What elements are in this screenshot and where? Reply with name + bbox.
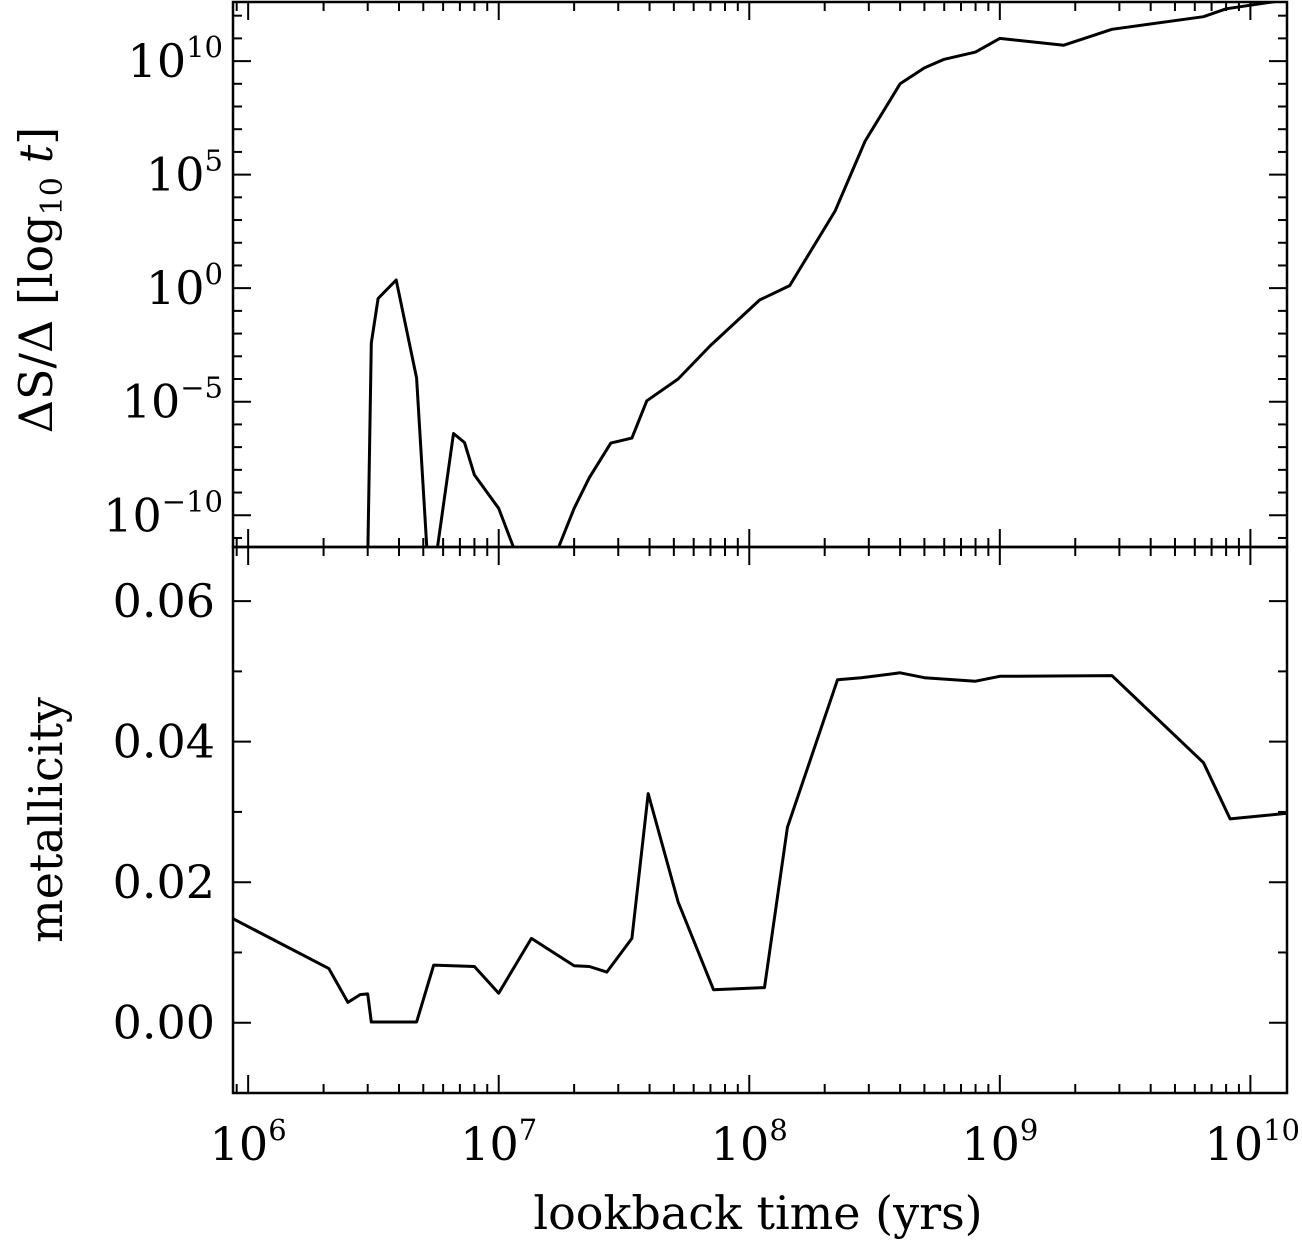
top-y-tick-label: 105 — [146, 144, 223, 202]
metallicity-line — [233, 671, 1287, 1024]
x-axis-title: lookback time (yrs) — [533, 1186, 982, 1240]
x-tick-label: 108 — [711, 1113, 788, 1171]
top-y-tick-labels: 10−10 10−5 100 105 1010 — [103, 30, 223, 542]
top-series-segment-3 — [557, 2, 1283, 547]
top-series-segment-1 — [366, 278, 429, 547]
top-series-segment-2 — [436, 432, 515, 547]
bottom-y-tick-label: 0.04 — [113, 715, 215, 769]
top-panel: 10−10 10−5 100 105 1010 — [103, 0, 1289, 549]
top-plot-frame — [231, 0, 1289, 549]
top-axis-ticks — [233, 2, 1287, 547]
top-y-tick-label: 10−10 — [103, 484, 223, 542]
top-y-tick-label: 10−5 — [122, 371, 223, 429]
bottom-panel: 0.00 0.02 0.04 0.06 106 107 108 109 1010 — [113, 545, 1300, 1171]
x-tick-label: 106 — [210, 1113, 287, 1171]
x-tick-label: 1010 — [1205, 1113, 1300, 1171]
bottom-axis-ticks — [233, 547, 1287, 1094]
top-y-axis-title: ΔS/Δ [log10t] — [9, 127, 70, 434]
x-tick-labels: 106 107 108 109 1010 — [210, 1113, 1300, 1171]
bottom-y-tick-labels: 0.00 0.02 0.04 0.06 — [113, 574, 215, 1050]
top-series-line — [366, 2, 1283, 547]
bottom-series-line — [233, 671, 1287, 1024]
x-tick-label: 109 — [961, 1113, 1038, 1171]
bottom-plot-frame — [231, 545, 1289, 1095]
bottom-y-tick-label: 0.06 — [113, 574, 215, 628]
bottom-y-axis-title: metallicity — [19, 697, 73, 943]
top-y-tick-label: 100 — [146, 257, 223, 315]
bottom-y-tick-label: 0.02 — [113, 855, 215, 909]
x-tick-label: 107 — [460, 1113, 537, 1171]
top-y-tick-label: 1010 — [128, 30, 223, 88]
bottom-y-tick-label: 0.00 — [113, 996, 215, 1050]
